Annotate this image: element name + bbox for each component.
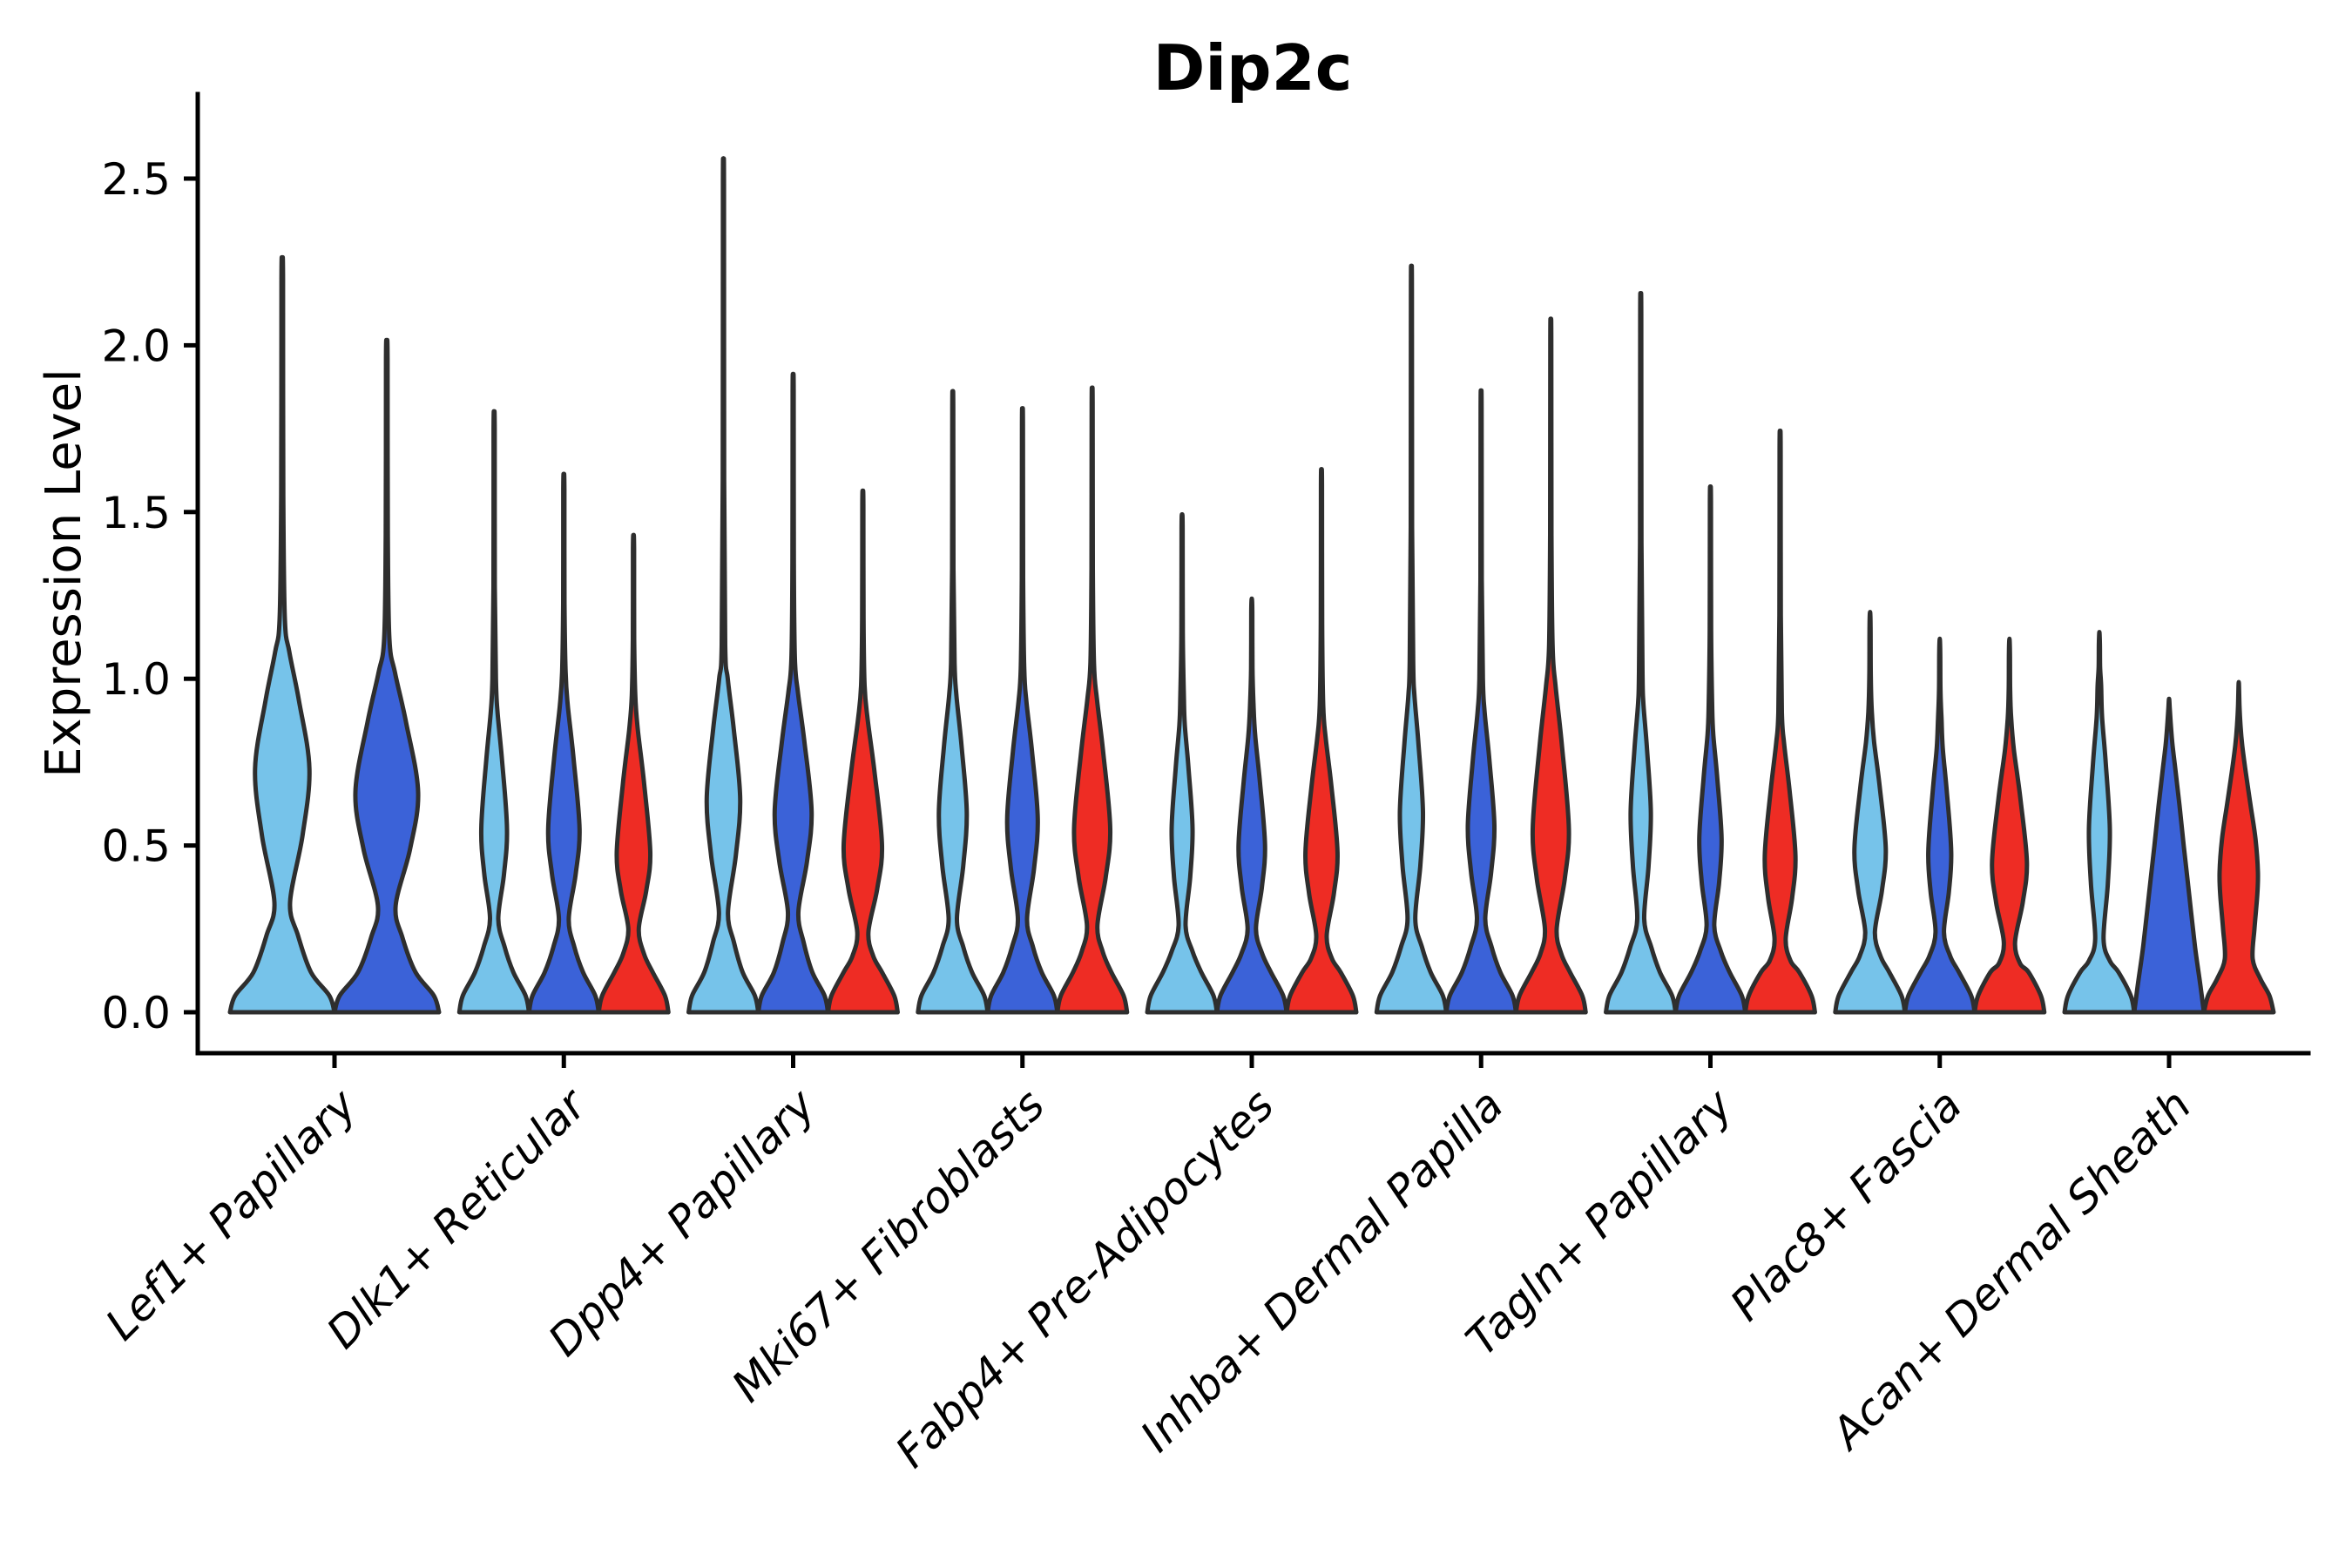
x-tick-label: Plac8+ Fascia [1720, 1079, 1971, 1330]
violin-acan-dermal-sheath-light-blue [2062, 630, 2137, 1015]
x-tick-label: Acan+ Dermal Sheath [1821, 1079, 2201, 1460]
violin-mki67-fibroblasts-red [1055, 385, 1130, 1015]
violin-lef1-papillary-dark-blue [332, 337, 442, 1015]
violin-plac8-fascia-dark-blue [1903, 636, 1977, 1015]
y-tick-label: 0.0 [101, 988, 171, 1038]
violin-dpp4-papillary-light-blue [686, 156, 760, 1015]
violin-acan-dermal-sheath-dark-blue [2132, 696, 2207, 1015]
violin-dlk1-reticular-red [596, 532, 671, 1015]
y-axis-label: Expression Level [36, 368, 92, 778]
violin-lef1-papillary-light-blue [227, 254, 337, 1015]
x-tick-label: Lef1+ Papillary [96, 1078, 367, 1349]
y-tick-label: 2.5 [101, 154, 171, 205]
violin-inhba-dermal-papilla-red [1513, 316, 1588, 1015]
violin-fabp4-pre-adipocytes-light-blue [1145, 512, 1220, 1015]
violin-acan-dermal-sheath-red [2201, 679, 2276, 1015]
y-tick-label: 1.0 [101, 654, 171, 705]
violin-dlk1-reticular-dark-blue [526, 471, 601, 1015]
violin-inhba-dermal-papilla-light-blue [1374, 263, 1449, 1015]
violin-tagln-papillary-red [1743, 429, 1817, 1015]
x-tick-label: Inhba+ Dermal Papilla [1131, 1079, 1512, 1461]
violin-mki67-fibroblasts-light-blue [916, 389, 990, 1015]
violin-fabp4-pre-adipocytes-red [1284, 467, 1359, 1015]
violin-tagln-papillary-light-blue [1604, 291, 1678, 1015]
chart-title: Dip2c [1153, 31, 1353, 105]
violin-tagln-papillary-dark-blue [1673, 484, 1747, 1015]
y-tick-label: 2.0 [101, 321, 171, 371]
violins-layer [227, 156, 2276, 1015]
y-tick-label: 0.5 [101, 821, 171, 872]
violin-plac8-fascia-red [1972, 636, 2047, 1015]
violin-dlk1-reticular-light-blue [456, 409, 531, 1015]
y-axis-ticks: 0.0 0.5 1.0 1.5 2.0 2.5 [101, 154, 197, 1038]
y-tick-label: 1.5 [101, 488, 171, 538]
violin-mki67-fibroblasts-dark-blue [985, 406, 1060, 1015]
violin-dpp4-papillary-red [826, 488, 900, 1015]
violin-dpp4-papillary-dark-blue [756, 371, 830, 1015]
x-tick-label: Fabp4+ Pre-Adipocytes [886, 1079, 1284, 1477]
violin-plac8-fascia-light-blue [1833, 610, 1908, 1015]
violin-fabp4-pre-adipocytes-dark-blue [1214, 596, 1289, 1015]
violin-inhba-dermal-papilla-dark-blue [1443, 388, 1518, 1015]
